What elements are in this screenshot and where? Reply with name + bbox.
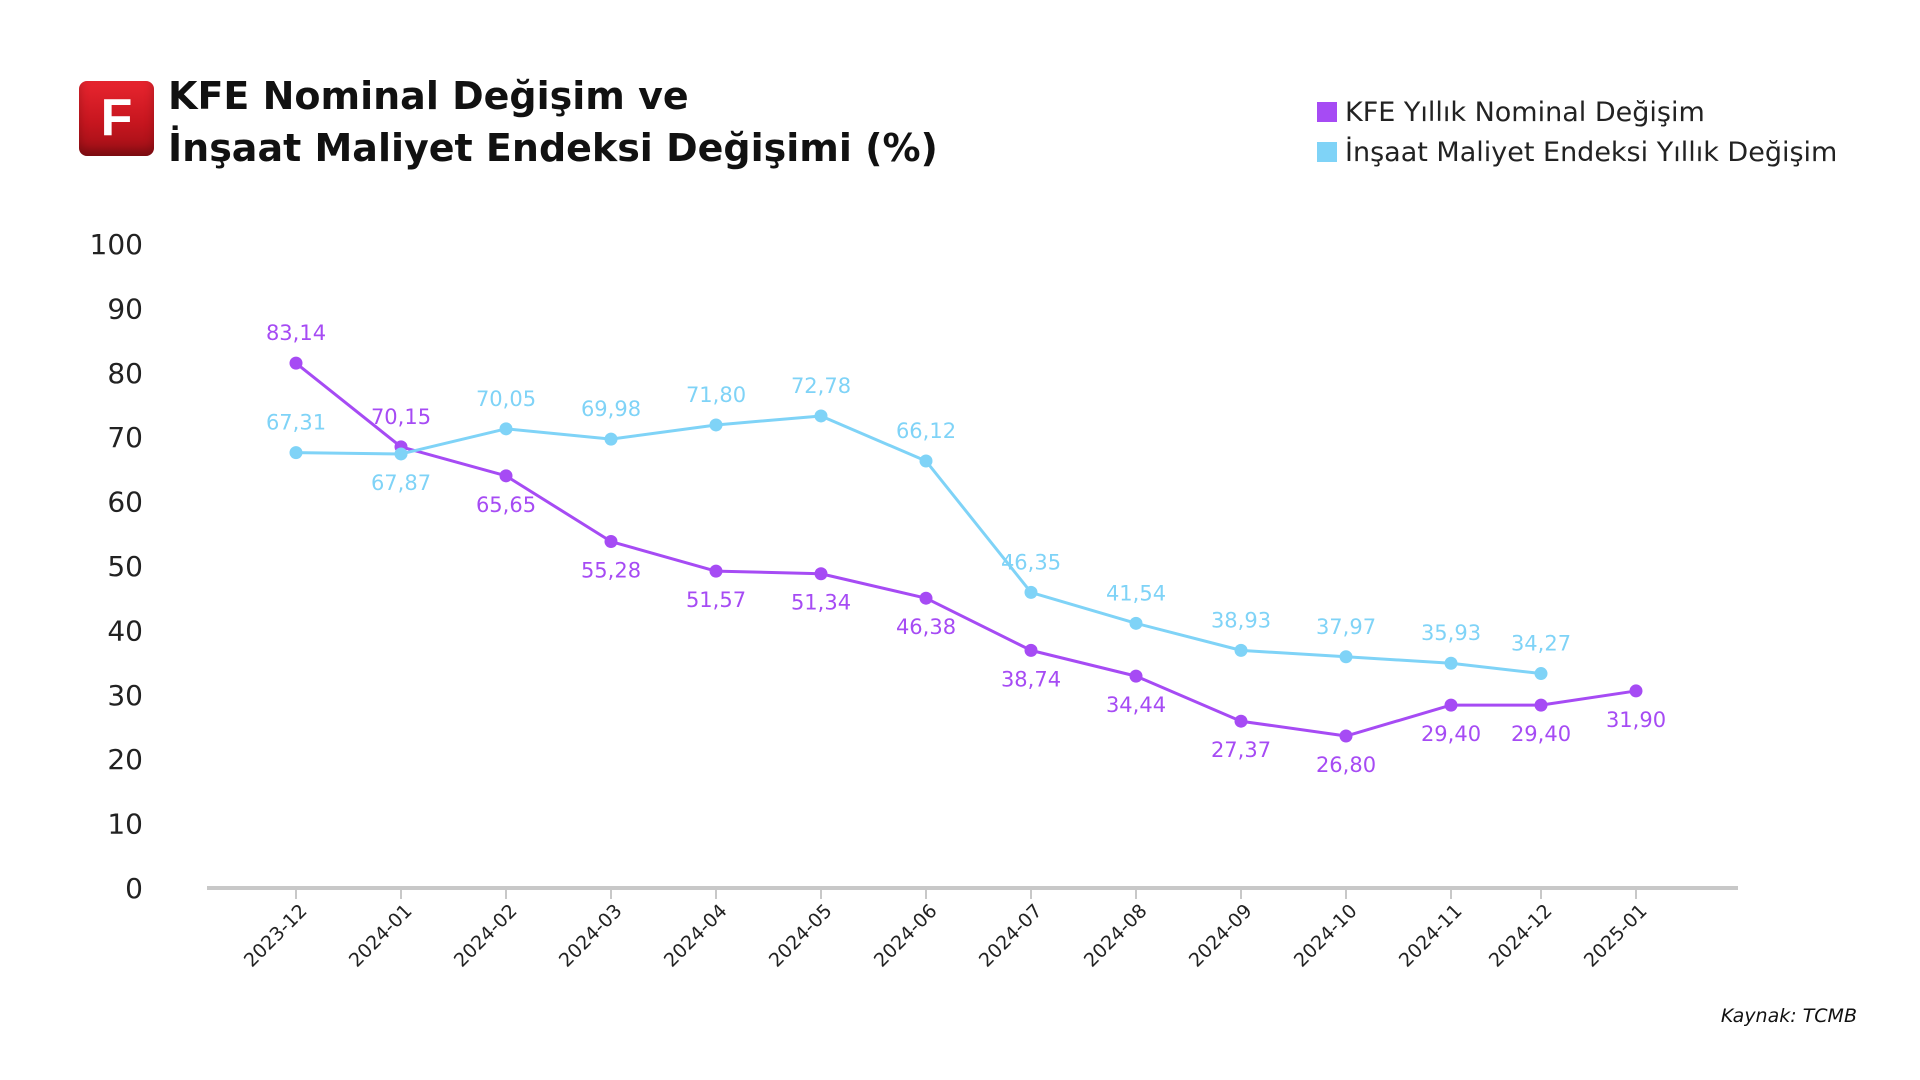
data-point-0	[1234, 714, 1248, 728]
data-label-1: 34,27	[1511, 632, 1571, 656]
x-tick-label: 2024-05	[765, 900, 837, 972]
y-tick-label: 30	[107, 679, 143, 712]
data-label-1: 66,12	[896, 419, 956, 443]
data-label-0: 31,90	[1606, 708, 1666, 732]
legend-swatch-insaat	[1317, 142, 1337, 162]
data-label-0: 26,80	[1316, 753, 1376, 777]
brand-logo: F	[79, 81, 154, 156]
data-point-0	[604, 535, 618, 549]
data-point-1	[1129, 616, 1143, 630]
data-labels-layer: 83,14 70,15 65,65 55,28 51,57 51,34 46,38 38,74…	[266, 321, 1666, 777]
data-point-0	[814, 567, 828, 581]
x-tick-label: 2025-01	[1580, 900, 1652, 972]
y-axis-ticks: 0 10 20 30 40 50 60 70 80 90 100	[90, 228, 143, 905]
data-point-1	[604, 432, 618, 446]
data-point-1	[1534, 667, 1548, 681]
legend-swatch-kfe	[1317, 102, 1337, 122]
data-point-1	[919, 454, 933, 468]
chart-title: KFE Nominal Değişim ve İnşaat Maliyet En…	[168, 70, 938, 174]
data-label-0: 29,40	[1511, 722, 1571, 746]
legend-item-insaat: İnşaat Maliyet Endeksi Yıllık Değişim	[1317, 132, 1837, 172]
data-label-1: 69,98	[581, 397, 641, 421]
data-label-0: 83,14	[266, 321, 326, 345]
data-point-1	[1024, 585, 1038, 599]
data-label-0: 29,40	[1421, 722, 1481, 746]
y-tick-label: 0	[125, 872, 143, 905]
data-point-0	[289, 356, 303, 370]
legend-label-insaat: İnşaat Maliyet Endeksi Yıllık Değişim	[1345, 136, 1838, 168]
data-label-0: 38,74	[1001, 667, 1061, 691]
data-label-0: 27,37	[1211, 738, 1271, 762]
data-point-0	[1339, 729, 1353, 743]
y-tick-label: 10	[107, 808, 143, 841]
source-note: Kaynak: TCMB	[1720, 1005, 1857, 1027]
legend-item-kfe: KFE Yıllık Nominal Değişim	[1317, 92, 1837, 132]
x-axis: 2023-12 2024-01 2024-02 2024-03 2024-04 2024-…	[207, 886, 1738, 972]
data-point-1	[709, 418, 723, 432]
data-label-1: 71,80	[686, 383, 746, 407]
y-tick-label: 80	[107, 357, 143, 390]
chart-title-line1: KFE Nominal Değişim ve	[168, 74, 689, 118]
data-label-0: 34,44	[1106, 693, 1166, 717]
data-label-0: 51,34	[791, 591, 851, 615]
data-point-0	[1024, 643, 1038, 657]
data-point-0	[709, 564, 723, 578]
data-point-1	[1444, 656, 1458, 670]
data-point-0	[1444, 698, 1458, 712]
x-tick-label: 2024-09	[1185, 900, 1257, 972]
data-label-0: 55,28	[581, 559, 641, 583]
data-label-1: 67,31	[266, 411, 326, 435]
x-tick-label: 2024-04	[660, 900, 732, 972]
x-tick-label: 2024-03	[555, 900, 627, 972]
data-point-0	[1129, 669, 1143, 683]
data-point-1	[1339, 650, 1353, 664]
data-point-1	[499, 422, 513, 436]
data-label-1: 67,87	[371, 471, 431, 495]
x-tick-label: 2024-10	[1290, 900, 1362, 972]
x-tick-label: 2024-02	[450, 900, 522, 972]
data-point-1	[394, 447, 408, 461]
data-point-0	[499, 469, 513, 483]
data-label-1: 46,35	[1001, 550, 1061, 574]
x-tick-label: 2024-12	[1485, 900, 1557, 972]
data-label-0: 65,65	[476, 493, 536, 517]
y-tick-label: 50	[107, 550, 143, 583]
legend-label-kfe: KFE Yıllık Nominal Değişim	[1345, 96, 1705, 128]
data-label-0: 70,15	[371, 405, 431, 429]
data-point-0	[1629, 684, 1643, 698]
data-label-0: 51,57	[686, 588, 746, 612]
x-tick-label: 2023-12	[240, 900, 312, 972]
series-line-0	[295, 361, 1637, 738]
series-layer	[289, 356, 1643, 743]
data-label-1: 35,93	[1421, 621, 1481, 645]
data-point-1	[1234, 643, 1248, 657]
data-label-1: 41,54	[1106, 581, 1166, 605]
chart-title-line2: İnşaat Maliyet Endeksi Değişimi (%)	[168, 126, 938, 170]
data-label-1: 72,78	[791, 374, 851, 398]
y-tick-label: 70	[107, 421, 143, 454]
y-tick-label: 20	[107, 743, 143, 776]
x-tick-label: 2024-11	[1395, 900, 1467, 972]
data-label-1: 70,05	[476, 387, 536, 411]
data-label-1: 38,93	[1211, 608, 1271, 632]
data-point-0	[1534, 698, 1548, 712]
data-point-1	[289, 446, 303, 460]
x-tick-label: 2024-07	[975, 900, 1047, 972]
y-tick-label: 90	[107, 292, 143, 325]
data-label-1: 37,97	[1316, 615, 1376, 639]
y-tick-label: 40	[107, 614, 143, 647]
data-label-0: 46,38	[896, 615, 956, 639]
x-tick-label: 2024-06	[870, 900, 942, 972]
x-tick-label: 2024-01	[345, 900, 417, 972]
data-point-0	[919, 591, 933, 605]
x-tick-label: 2024-08	[1080, 900, 1152, 972]
legend: KFE Yıllık Nominal Değişim İnşaat Maliye…	[1317, 92, 1837, 172]
y-tick-label: 100	[90, 228, 143, 261]
brand-logo-letter: F	[100, 89, 133, 147]
y-tick-label: 60	[107, 486, 143, 519]
data-point-1	[814, 409, 828, 423]
